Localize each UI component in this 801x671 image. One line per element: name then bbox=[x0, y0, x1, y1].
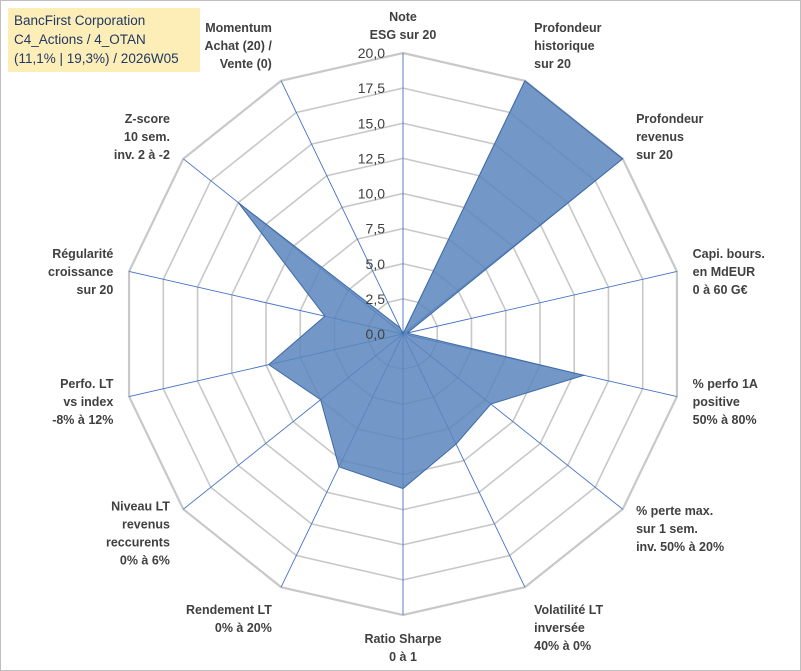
axis-label: Capi. bours. en MdEUR 0 à 60 G€ bbox=[693, 247, 765, 297]
axis-label: Rendement LT 0% à 20% bbox=[186, 603, 272, 635]
axis-label-line: sur 20 bbox=[77, 283, 114, 297]
axis-label-line: inv. 50% à 20% bbox=[636, 540, 724, 554]
axis-label: Momentum Achat (20) / Vente (0) bbox=[204, 21, 272, 71]
title-line-2: C4_Actions / 4_OTAN bbox=[14, 32, 146, 47]
axis-label: Profondeur revenus sur 20 bbox=[636, 112, 703, 162]
axis-label-line: Z-score bbox=[125, 112, 170, 126]
axis-label-line: 0 à 60 G€ bbox=[693, 283, 748, 297]
axis-label-line: Vente (0) bbox=[220, 57, 272, 71]
axis-label: Note ESG sur 20 bbox=[370, 10, 437, 42]
axis-label-line: historique bbox=[534, 39, 594, 53]
axis-label-line: sur 20 bbox=[534, 57, 571, 71]
axis-label-line: inv. 2 à -2 bbox=[114, 148, 170, 162]
r-tick-label: 0,0 bbox=[366, 326, 386, 342]
axis-label: Perfo. LT vs index -8% à 12% bbox=[52, 377, 114, 427]
axis-label-line: Note bbox=[389, 10, 417, 24]
r-tick-label: 2,5 bbox=[366, 291, 386, 307]
axis-label: Niveau LT revenus reccurents 0% à 6% bbox=[106, 500, 170, 568]
axis-label-line: reccurents bbox=[106, 536, 170, 550]
chart-title-box: BancFirst Corporation C4_Actions / 4_OTA… bbox=[8, 8, 200, 72]
title-line-3: (11,1% | 19,3%) / 2026W05 bbox=[14, 51, 179, 66]
radar-axis-labels: Note ESG sur 20 Profondeur historique sur 20… bbox=[48, 10, 765, 664]
axis-label-line: Rendement LT bbox=[186, 603, 272, 617]
axis-label-line: Momentum bbox=[205, 21, 272, 35]
axis-label: Régularité croissance sur 20 bbox=[48, 247, 113, 297]
axis-label-line: Profondeur bbox=[534, 21, 601, 35]
axis-label-line: % perte max. bbox=[636, 504, 713, 518]
axis-label: Z-score 10 sem. inv. 2 à -2 bbox=[114, 112, 170, 162]
axis-label: % perte max. sur 1 sem. inv. 50% à 20% bbox=[636, 504, 724, 554]
axis-label-line: 0 à 1 bbox=[389, 650, 417, 664]
radar-series bbox=[237, 80, 624, 490]
r-tick-label: 5,0 bbox=[366, 256, 386, 272]
axis-label-line: Achat (20) / bbox=[204, 39, 272, 53]
axis-label-line: positive bbox=[693, 395, 740, 409]
r-tick-label: 20,0 bbox=[358, 45, 385, 61]
radar-tick-labels: 0,0 2,5 5,0 7,5 10,0 12,5 15,0 17,5 20,0 bbox=[358, 45, 385, 342]
axis-label-line: Capi. bours. bbox=[693, 247, 765, 261]
radar-spoke bbox=[280, 80, 404, 335]
axis-label-line: sur 20 bbox=[636, 148, 673, 162]
axis-label-line: inversée bbox=[534, 621, 585, 635]
r-tick-label: 17,5 bbox=[358, 80, 385, 96]
axis-label-line: 50% à 80% bbox=[693, 413, 757, 427]
r-tick-label: 7,5 bbox=[366, 221, 386, 237]
axis-label-line: ESG sur 20 bbox=[370, 28, 437, 42]
axis-label-line: 40% à 0% bbox=[534, 639, 591, 653]
series-area bbox=[237, 80, 624, 490]
axis-label: % perfo 1A positive 50% à 80% bbox=[693, 377, 758, 427]
axis-label: Volatilité LT inversée 40% à 0% bbox=[534, 603, 603, 653]
axis-label-line: Volatilité LT bbox=[534, 603, 603, 617]
axis-label: Ratio Sharpe 0 à 1 bbox=[364, 632, 441, 664]
title-line-1: BancFirst Corporation bbox=[14, 13, 146, 28]
axis-label-line: 0% à 20% bbox=[215, 621, 272, 635]
radar-spoke bbox=[402, 271, 678, 335]
r-tick-label: 10,0 bbox=[358, 186, 385, 202]
r-tick-label: 15,0 bbox=[358, 115, 385, 131]
axis-label-line: croissance bbox=[48, 265, 113, 279]
axis-label-line: 10 sem. bbox=[124, 130, 170, 144]
axis-label-line: revenus bbox=[122, 518, 170, 532]
axis-label-line: 0% à 6% bbox=[120, 554, 170, 568]
axis-label: Profondeur historique sur 20 bbox=[534, 21, 601, 71]
axis-label-line: Perfo. LT bbox=[60, 377, 114, 391]
axis-label-line: Profondeur bbox=[636, 112, 703, 126]
r-tick-label: 12,5 bbox=[358, 150, 385, 166]
axis-label-line: revenus bbox=[636, 130, 684, 144]
axis-label-line: Régularité bbox=[52, 247, 113, 261]
axis-label-line: en MdEUR bbox=[693, 265, 756, 279]
axis-label-line: % perfo 1A bbox=[693, 377, 758, 391]
axis-label-line: vs index bbox=[63, 395, 113, 409]
axis-label-line: -8% à 12% bbox=[52, 413, 113, 427]
axis-label-line: Ratio Sharpe bbox=[364, 632, 441, 646]
axis-label-line: sur 1 sem. bbox=[636, 522, 698, 536]
axis-label-line: Niveau LT bbox=[111, 500, 170, 514]
